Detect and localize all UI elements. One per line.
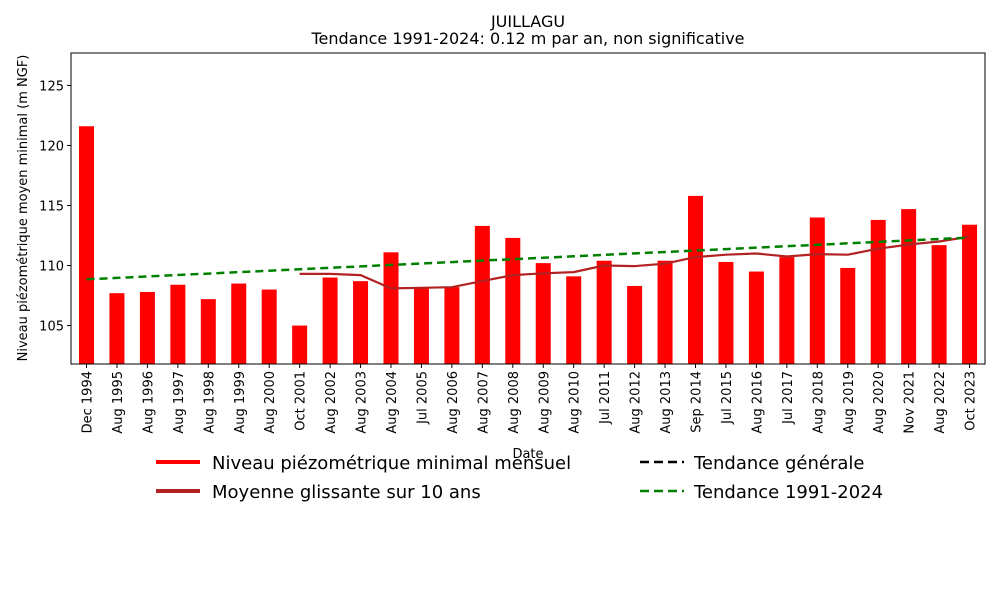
x-tick-label: Aug 2009 (537, 371, 552, 434)
bar (261, 289, 277, 364)
bar (657, 260, 673, 364)
x-tick-label: Aug 1996 (141, 371, 156, 434)
x-tick-label: Sep 2014 (690, 371, 705, 433)
plot-area: 105 110 115 120 125 Dec 1994 Aug 1995 Aug 1996 A… (39, 79, 978, 433)
bar (901, 209, 917, 364)
y-tick-label: 115 (39, 199, 64, 214)
y-tick-label: 125 (39, 79, 64, 94)
bar (322, 277, 338, 364)
x-tick-label: Aug 2019 (842, 371, 857, 434)
trend-1991-2024-line (86, 236, 970, 281)
x-tick-label: Aug 2008 (507, 371, 522, 434)
y-tick-label: 105 (39, 320, 64, 335)
bar (170, 284, 186, 364)
bar (688, 195, 703, 364)
bar (718, 261, 734, 364)
legend-label-moving-average: Moyenne glissante sur 10 ans (212, 482, 481, 503)
x-tick-label: Jul 2017 (781, 371, 796, 425)
legend-label-bars: Niveau piézométrique minimal mensuel (212, 453, 571, 474)
bar (383, 252, 399, 364)
bar (566, 276, 582, 364)
bar (535, 263, 551, 364)
bar (809, 217, 825, 364)
bar (627, 285, 643, 364)
legend: Niveau piézométrique minimal mensuel Moy… (156, 453, 883, 503)
bar (139, 291, 155, 364)
legend-label-general-trend: Tendance générale (693, 453, 864, 474)
x-tick-label: Aug 2007 (476, 371, 491, 434)
x-tick-label: Aug 2003 (355, 371, 370, 434)
x-tick-label: Aug 2000 (263, 371, 278, 434)
bar (200, 299, 216, 364)
x-tick-label: Dec 1994 (81, 371, 96, 433)
x-tick-label: Aug 2013 (659, 371, 674, 434)
bar (596, 260, 612, 364)
x-tick-label: Jul 2011 (598, 371, 613, 425)
x-tick-label: Aug 2018 (811, 371, 826, 434)
chart-subtitle: Tendance 1991-2024: 0.12 m par an, non s… (310, 29, 744, 48)
x-tick-label: Aug 2002 (324, 371, 339, 434)
bar (931, 245, 947, 364)
bar (779, 257, 795, 364)
bar (474, 225, 490, 364)
bar (231, 283, 247, 364)
bar (840, 267, 856, 364)
bar (109, 293, 125, 364)
x-tick-label: Aug 2020 (872, 371, 887, 434)
x-tick-label: Aug 2022 (933, 371, 948, 434)
x-tick-label: Aug 1999 (233, 371, 248, 434)
x-tick-label: Nov 2021 (903, 371, 918, 434)
x-tick-label: Aug 1998 (202, 371, 217, 434)
bar (292, 325, 308, 364)
x-tick-label: Jul 2005 (415, 371, 430, 425)
moving-average-line (299, 235, 970, 290)
y-tick-label: 110 (39, 260, 64, 275)
bar (79, 126, 94, 364)
chart-title: JUILLAGU (490, 12, 565, 31)
bar (748, 271, 764, 364)
bar (505, 237, 521, 364)
legend-label-trend-1991-2024: Tendance 1991-2024 (693, 482, 883, 503)
x-tick-label: Aug 1995 (111, 371, 126, 434)
x-tick-label: Aug 2004 (385, 371, 400, 434)
x-tick-label: Oct 2001 (294, 371, 309, 431)
x-tick-label: Oct 2023 (964, 371, 979, 431)
bar (444, 287, 460, 364)
bar (413, 287, 429, 364)
bar (962, 224, 978, 364)
bar (353, 281, 369, 364)
plot-frame (70, 52, 986, 365)
x-tick-label: Aug 2010 (568, 371, 583, 434)
bar (870, 219, 886, 364)
x-tick-label: Jul 2015 (720, 371, 735, 425)
x-tick-label: Aug 2012 (629, 371, 644, 434)
x-tick-label: Aug 1997 (172, 371, 187, 434)
x-tick-label: Aug 2006 (446, 371, 461, 434)
y-tick-label: 120 (39, 139, 64, 154)
x-tick-label: Aug 2016 (750, 371, 765, 434)
x-axis-label: Date (512, 447, 543, 462)
y-axis-label: Niveau piézométrique moyen minimal (m NG… (16, 55, 31, 362)
